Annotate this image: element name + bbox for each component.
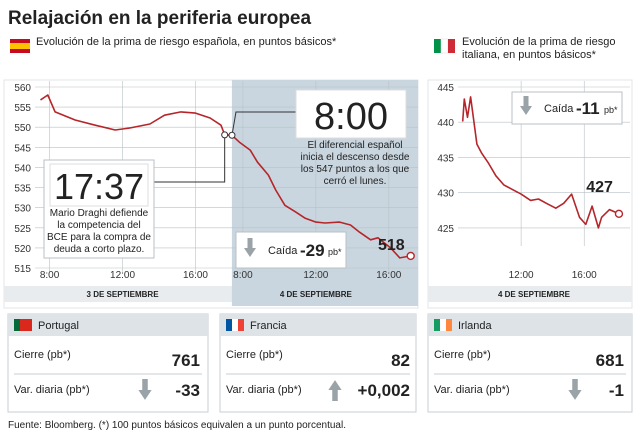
connector — [152, 134, 226, 183]
drop-label: Caída — [544, 103, 574, 115]
x-tick-label: 12:00 — [110, 270, 135, 281]
data-line — [40, 94, 411, 259]
y-tick-label: 550 — [14, 123, 31, 134]
y-tick-label: 425 — [437, 224, 454, 235]
arrow-down — [138, 379, 152, 400]
box-portugal: Portugal Cierre (pb*) 761 Var. diaria (p… — [7, 313, 209, 413]
callout-text: Mario Draghi defiende la competencia del… — [47, 208, 151, 255]
drop-label: Caída — [268, 245, 298, 257]
y-tick-label: 530 — [14, 204, 31, 215]
y-tick-label: 555 — [14, 103, 31, 114]
clock-time: 8:00 — [314, 96, 388, 138]
day-label: 4 DE SEPTIEMBRE — [498, 290, 571, 299]
event-marker — [228, 131, 236, 139]
end-marker — [614, 209, 624, 219]
y-tick-label: 560 — [14, 83, 31, 94]
title: Relajación en la periferia europea — [8, 8, 311, 29]
flag-italy — [434, 38, 455, 54]
chart-subtitle: Evolución de la prima de riesgo italiana… — [462, 36, 616, 61]
chart-subtitle: Evolución de la prima de riesgo española… — [36, 36, 337, 48]
clock-face — [49, 163, 149, 207]
x-tick-label: 16:00 — [183, 270, 208, 281]
y-tick-label: 445 — [437, 83, 454, 94]
y-tick-label: 440 — [437, 118, 454, 129]
box-francia: Francia Cierre (pb*) 82 Var. diaria (pb*… — [219, 313, 417, 413]
end-marker — [406, 251, 415, 261]
event-marker — [221, 131, 229, 139]
clock-time: 17:37 — [54, 166, 144, 207]
callout-text-box: Mario Draghi defiende la competencia del… — [47, 208, 151, 255]
y-tick-label: 515 — [14, 264, 31, 275]
box-irlanda: Irlanda Cierre (pb*) 681 Var. diaria (pb… — [427, 313, 633, 413]
x-tick-label: 16:00 — [376, 270, 401, 281]
data-line — [461, 96, 620, 229]
chart-subtitle-box: Evolución de la prima de riesgo italiana… — [462, 36, 616, 61]
flag-spain — [10, 39, 30, 53]
x-tick-label: 8:00 — [233, 270, 253, 281]
day-label: 3 DE SEPTIEMBRE — [87, 290, 160, 299]
drop-unit: pb* — [604, 105, 618, 115]
arrow-down — [568, 379, 582, 400]
drop-value: -29 — [300, 241, 325, 260]
y-tick-label: 435 — [437, 153, 454, 164]
y-tick-label: 540 — [14, 163, 31, 174]
x-tick-label: 12:00 — [303, 270, 328, 281]
x-tick-label: 12:00 — [509, 270, 534, 281]
date-band — [428, 286, 632, 302]
clock-face — [295, 89, 407, 139]
box-country: Portugal — [38, 320, 79, 332]
box-close-label: Cierre (pb*) — [14, 349, 71, 361]
box-close-label: Cierre (pb*) — [226, 349, 283, 361]
end-label: 427 — [586, 179, 613, 196]
box-close-label: Cierre (pb*) — [434, 349, 491, 361]
box-close: 82 — [391, 351, 410, 370]
x-tick-label: 8:00 — [40, 270, 60, 281]
end-label: 518 — [378, 237, 405, 254]
y-tick-label: 520 — [14, 244, 31, 255]
drop-unit: pb* — [328, 247, 342, 257]
box-change-label: Var. diaria (pb*) — [226, 384, 302, 396]
y-tick-label: 430 — [437, 189, 454, 200]
box-change-label: Var. diaria (pb*) — [14, 384, 90, 396]
source: Fuente: Bloomberg. (*) 100 puntos básico… — [8, 420, 346, 431]
box-close: 681 — [596, 351, 624, 370]
y-tick-label: 545 — [14, 143, 31, 154]
box-change: -33 — [175, 381, 200, 400]
arrow-down — [520, 96, 532, 115]
connector — [231, 111, 296, 136]
arrow-down — [244, 238, 256, 257]
callout-text: El diferencial español inicia el descens… — [300, 140, 410, 187]
y-tick-label: 525 — [14, 224, 31, 235]
box-country: Francia — [250, 320, 288, 332]
drop-value: -11 — [576, 99, 600, 118]
y-tick-label: 535 — [14, 184, 31, 195]
arrow-up — [328, 380, 342, 401]
callout-text-box: El diferencial español inicia el descens… — [300, 140, 410, 187]
box-country: Irlanda — [458, 320, 493, 332]
day-label: 4 DE SEPTIEMBRE — [280, 290, 353, 299]
box-change: -1 — [609, 381, 624, 400]
box-change: +0,002 — [358, 381, 410, 400]
box-change-label: Var. diaria (pb*) — [434, 384, 510, 396]
chart-subtitle-box: Evolución de la prima de riesgo española… — [36, 36, 337, 48]
box-close: 761 — [172, 351, 200, 370]
x-tick-label: 16:00 — [572, 270, 597, 281]
